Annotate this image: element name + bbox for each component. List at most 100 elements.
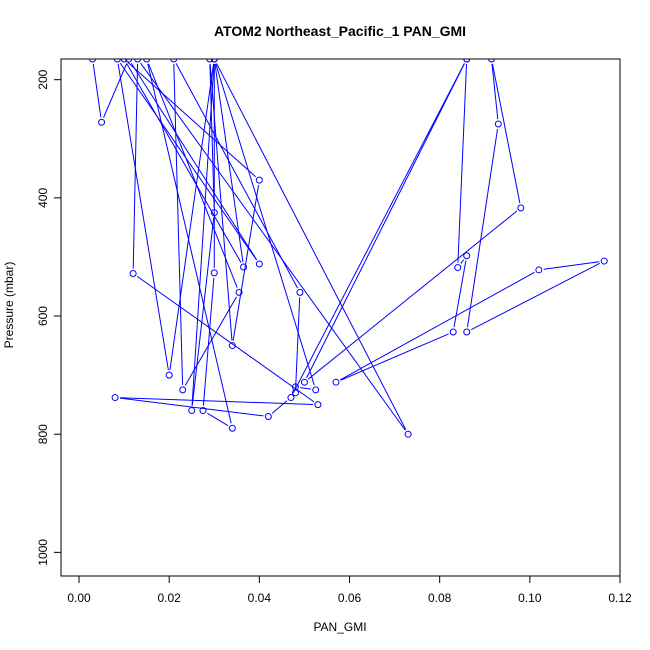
data-point <box>600 257 608 265</box>
data-point <box>210 209 218 217</box>
y-axis: 200 400 600 800 1000 <box>36 69 62 566</box>
data-point <box>235 288 243 296</box>
data-point <box>312 386 320 394</box>
data-point <box>228 342 236 350</box>
y-tick-label: 400 <box>36 188 50 208</box>
data-point <box>300 378 308 386</box>
series-segment <box>457 63 468 263</box>
series-segment <box>215 63 315 386</box>
data-point <box>463 328 471 336</box>
data-point <box>143 59 151 63</box>
y-axis-label: Pressure (mbar) <box>2 262 16 349</box>
data-point <box>291 383 299 391</box>
series-segment <box>103 63 128 118</box>
data-point <box>206 59 214 63</box>
data-point <box>449 328 457 336</box>
series-segment <box>292 63 465 394</box>
data-point <box>463 252 471 260</box>
data-point <box>517 204 525 212</box>
data-point <box>296 288 304 296</box>
series-segment <box>340 271 535 381</box>
data-point <box>228 424 236 432</box>
series-segment <box>92 63 102 118</box>
data-point <box>111 394 119 402</box>
series-segment <box>136 275 315 403</box>
data-point <box>170 59 178 63</box>
data-point <box>454 264 462 272</box>
series-segment <box>271 400 288 414</box>
series-segment <box>340 333 449 381</box>
data-point <box>332 378 340 386</box>
series-segment <box>173 63 184 385</box>
data-point <box>240 263 248 271</box>
data-point <box>210 59 218 63</box>
series-segment <box>119 62 257 261</box>
data-point <box>188 407 196 415</box>
series-segment <box>466 128 499 328</box>
data-point <box>210 269 218 277</box>
series-segment <box>460 259 465 264</box>
x-tick-label: 0.06 <box>338 591 362 605</box>
data-point <box>255 176 263 184</box>
series-segment <box>132 63 139 269</box>
series-segment <box>216 63 407 430</box>
series-segment <box>470 262 601 331</box>
chart-title: ATOM2 Northeast_Pacific_1 PAN_GMI <box>214 23 466 39</box>
series-segment <box>140 62 406 431</box>
series-segment <box>209 63 215 208</box>
series-segment <box>175 63 298 289</box>
series-segment <box>191 217 215 406</box>
x-axis-label: PAN_GMI <box>313 620 366 634</box>
series-segment <box>130 62 258 261</box>
series-segment <box>300 387 311 390</box>
data-point <box>494 120 502 128</box>
data-point <box>120 59 128 63</box>
y-tick-label: 200 <box>36 69 50 89</box>
series-segment <box>232 184 260 341</box>
series-segment <box>214 63 244 263</box>
series-segment <box>191 63 215 406</box>
data-point <box>488 59 496 63</box>
y-tick-label: 600 <box>36 306 50 326</box>
data-point <box>89 59 97 63</box>
x-tick-label: 0.02 <box>158 591 182 605</box>
series-segment <box>491 63 499 120</box>
series-group <box>89 59 608 438</box>
y-tick-label: 800 <box>36 424 50 444</box>
series-segment <box>127 61 256 178</box>
x-tick-label: 0.04 <box>248 591 272 605</box>
series-segment <box>491 63 521 204</box>
series-segment <box>207 412 229 427</box>
series-segment <box>184 296 237 386</box>
x-tick-label: 0.08 <box>428 591 452 605</box>
x-tick-label: 0.10 <box>518 591 542 605</box>
data-point <box>179 386 187 394</box>
series-segment <box>120 397 313 405</box>
data-point <box>113 59 121 63</box>
data-point <box>287 394 295 402</box>
data-point <box>165 371 173 379</box>
series-segment <box>306 63 465 378</box>
series-segment <box>169 63 215 371</box>
x-axis: 0.00 0.02 0.04 0.06 0.08 0.10 0.12 <box>67 575 632 605</box>
data-point <box>535 266 543 274</box>
data-point <box>129 269 137 277</box>
data-point <box>255 260 263 268</box>
series-segment <box>126 63 242 263</box>
y-tick-label: 1000 <box>36 539 50 566</box>
data-point <box>314 401 322 409</box>
series-segment <box>308 210 518 380</box>
series-segment <box>295 297 301 388</box>
series-segment <box>148 63 238 288</box>
data-point <box>125 59 133 63</box>
series-segment <box>543 261 600 270</box>
x-tick-label: 0.00 <box>67 591 91 605</box>
data-point <box>463 59 471 63</box>
data-point <box>264 412 272 420</box>
series-segment <box>119 397 264 417</box>
series-segment <box>117 63 169 371</box>
data-point <box>199 407 207 415</box>
data-point <box>404 430 412 438</box>
